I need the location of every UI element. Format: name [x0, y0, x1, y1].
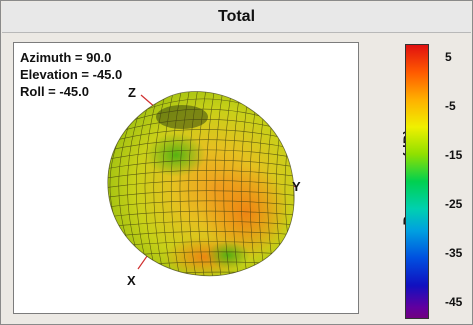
window-title: Total: [217, 8, 256, 25]
x-axis-label: X: [127, 273, 136, 288]
colorbar-tick: -35: [445, 246, 463, 260]
view-readouts: Azimuth = 90.0 Elevation = -45.0 Roll = …: [20, 49, 122, 100]
elevation-readout: Elevation = -45.0: [20, 67, 123, 82]
colorbar-tick: -5: [445, 99, 456, 113]
colorbar-gradient: [405, 44, 429, 319]
colorbar-tick: -45: [445, 295, 463, 309]
3d-plot-panel[interactable]: Azimuth = 90.0 Elevation = -45.0 Roll = …: [13, 42, 359, 314]
azimuth-readout: Azimuth = 90.0: [20, 50, 112, 65]
colorbar-legend: Response (dB) 5 -5 -15 -25 -35 -45: [361, 42, 471, 319]
colorbar-tick: -15: [445, 148, 463, 162]
roll-readout: Roll = -45.0: [20, 84, 89, 99]
radiation-pattern-surface[interactable]: [14, 43, 358, 313]
colorbar-tick: 5: [445, 50, 452, 64]
title-bar: Total: [2, 2, 471, 33]
z-axis-label: Z: [128, 85, 136, 100]
surface-mesh: [107, 91, 295, 276]
colorbar-tick: -25: [445, 197, 463, 211]
y-axis-label: Y: [292, 179, 301, 194]
